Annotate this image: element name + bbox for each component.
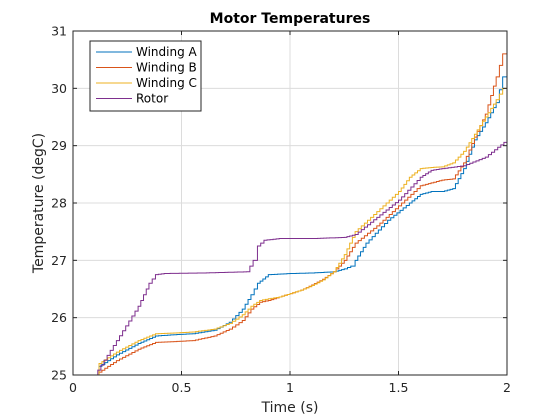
- series-line-winding-c: [73, 79, 508, 376]
- legend-box: [89, 40, 202, 112]
- y-axis-label: Temperature (degC): [31, 133, 47, 274]
- y-tick-label: 26: [51, 310, 67, 325]
- series-line-winding-a: [73, 62, 508, 376]
- y-tick-label: 30: [51, 81, 67, 96]
- x-tick-label: 1.5: [389, 380, 409, 395]
- series-line-rotor: [73, 139, 508, 376]
- x-tick-label: 2: [503, 380, 511, 395]
- series-lines: [73, 36, 508, 376]
- y-tick-label: 31: [51, 24, 67, 39]
- axis-ticks: 0 0.5 1 1.5 2 25 26 27 28 29 30 31: [51, 24, 511, 396]
- x-tick-label: 0: [69, 380, 77, 395]
- y-tick-label: 25: [51, 368, 67, 383]
- legend-label: Winding C: [136, 76, 197, 90]
- y-tick-label: 28: [51, 196, 67, 211]
- legend-label: Winding A: [136, 45, 198, 59]
- x-tick-label: 1: [286, 380, 294, 395]
- x-axis-label: Time (s): [261, 400, 319, 416]
- chart-title: Motor Temperatures: [210, 11, 371, 27]
- y-tick-label: 29: [51, 138, 67, 153]
- legend-label: Winding B: [136, 61, 197, 75]
- legend-label: Rotor: [136, 92, 168, 106]
- y-tick-label: 27: [51, 253, 67, 268]
- x-tick-label: 0.5: [172, 380, 192, 395]
